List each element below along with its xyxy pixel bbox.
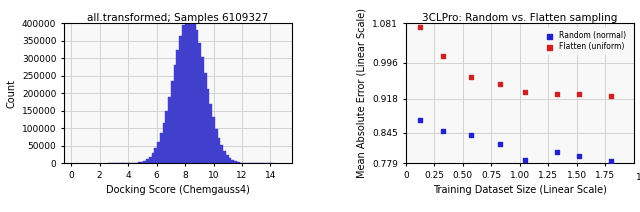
Bar bbox=[160, 133, 163, 163]
Bar bbox=[231, 160, 234, 163]
Bar bbox=[138, 162, 141, 163]
Bar bbox=[184, 17, 188, 163]
Bar bbox=[148, 157, 152, 163]
Flatten (uniform) bbox=[552, 92, 562, 96]
Bar bbox=[228, 158, 231, 163]
Flatten (uniform) bbox=[520, 90, 531, 93]
Bar bbox=[212, 117, 215, 163]
Legend: Random (normal), Flatten (uniform): Random (normal), Flatten (uniform) bbox=[538, 27, 630, 55]
Flatten (uniform) bbox=[415, 25, 425, 29]
Random (normal) bbox=[520, 158, 531, 161]
Bar bbox=[220, 145, 223, 163]
Title: 3CLPro: Random vs. Flatten sampling: 3CLPro: Random vs. Flatten sampling bbox=[422, 13, 618, 22]
Random (normal) bbox=[574, 155, 584, 158]
Bar bbox=[165, 111, 168, 163]
Bar bbox=[163, 123, 165, 163]
Bar bbox=[152, 153, 154, 163]
Bar bbox=[141, 162, 143, 163]
Bar bbox=[173, 66, 176, 163]
Bar bbox=[179, 36, 182, 163]
Bar bbox=[182, 25, 184, 163]
Y-axis label: Mean Absolute Error (Linear Scale): Mean Absolute Error (Linear Scale) bbox=[356, 8, 367, 178]
Bar bbox=[198, 43, 201, 163]
Random (normal) bbox=[552, 151, 562, 154]
Random (normal) bbox=[438, 130, 448, 133]
Bar bbox=[218, 138, 220, 163]
Flatten (uniform) bbox=[495, 82, 505, 86]
Bar bbox=[209, 104, 212, 163]
Bar bbox=[201, 57, 204, 163]
Bar bbox=[143, 161, 146, 163]
Bar bbox=[190, 15, 193, 163]
Random (normal) bbox=[466, 133, 476, 136]
Bar bbox=[234, 161, 237, 163]
Flatten (uniform) bbox=[466, 75, 476, 79]
Bar bbox=[215, 129, 218, 163]
Flatten (uniform) bbox=[574, 92, 584, 96]
Bar bbox=[193, 21, 196, 163]
Bar bbox=[188, 14, 190, 163]
Bar bbox=[146, 159, 148, 163]
Bar bbox=[176, 50, 179, 163]
X-axis label: Training Dataset Size (Linear Scale): Training Dataset Size (Linear Scale) bbox=[433, 186, 607, 195]
Bar bbox=[237, 162, 239, 163]
Random (normal) bbox=[495, 142, 505, 146]
Random (normal) bbox=[415, 118, 425, 121]
Bar bbox=[168, 97, 171, 163]
Bar bbox=[204, 73, 207, 163]
Flatten (uniform) bbox=[605, 94, 616, 98]
Bar bbox=[207, 89, 209, 163]
Bar bbox=[226, 155, 228, 163]
Bar bbox=[196, 30, 198, 163]
X-axis label: Docking Score (Chemgauss4): Docking Score (Chemgauss4) bbox=[106, 186, 250, 195]
Text: 1e6: 1e6 bbox=[636, 173, 640, 182]
Random (normal) bbox=[605, 159, 616, 163]
Bar bbox=[223, 151, 226, 163]
Title: all.transformed; Samples 6109327: all.transformed; Samples 6109327 bbox=[87, 13, 269, 22]
Bar bbox=[154, 148, 157, 163]
Flatten (uniform) bbox=[438, 54, 448, 58]
Bar bbox=[157, 142, 160, 163]
Y-axis label: Count: Count bbox=[6, 79, 16, 108]
Bar bbox=[171, 81, 173, 163]
